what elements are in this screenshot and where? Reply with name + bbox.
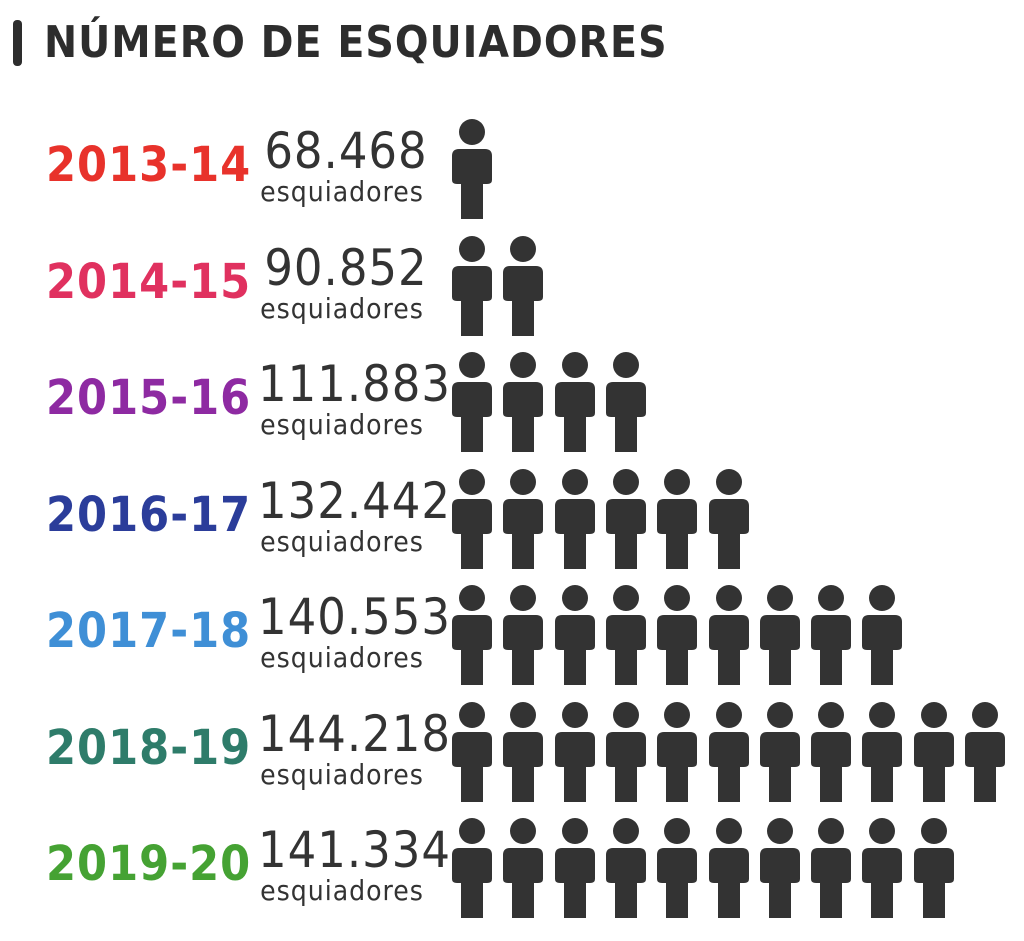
- skier-count-unit: esquiadores: [260, 291, 424, 325]
- skier-count-value: 90.852: [264, 238, 428, 297]
- person-icon: [709, 701, 749, 802]
- chart-row: 2016-17 132.442 esquiadores: [0, 463, 1024, 575]
- person-icon: [657, 818, 697, 918]
- person-icon: [452, 119, 492, 219]
- person-icon: [452, 468, 492, 569]
- season-label: 2017-18: [46, 603, 252, 659]
- person-icon: [503, 352, 543, 452]
- person-icon: [862, 585, 902, 685]
- person-icon: [555, 585, 595, 685]
- person-icon: [606, 468, 646, 569]
- chart-row: 2015-16 111.883 esquiadores: [0, 346, 1024, 458]
- person-icon: [503, 701, 543, 802]
- skier-count-unit: esquiadores: [260, 757, 424, 791]
- person-icon: [914, 701, 954, 802]
- season-label: 2015-16: [46, 370, 252, 426]
- season-label: 2019-20: [46, 836, 252, 892]
- season-label: 2013-14: [46, 137, 252, 193]
- person-icon: [452, 235, 492, 336]
- person-icon: [452, 585, 492, 685]
- skier-count-unit: esquiadores: [260, 874, 424, 907]
- chart-row: 2013-14 68.468 esquiadores: [0, 113, 1024, 225]
- person-icon: [760, 701, 800, 802]
- person-icon: [503, 585, 543, 685]
- person-icon: [657, 701, 697, 802]
- person-icon: [811, 818, 851, 918]
- chart-row: 2014-15 90.852 esquiadores: [0, 230, 1024, 342]
- skier-count-value: 132.442: [258, 471, 451, 530]
- skier-count-unit: esquiadores: [260, 175, 424, 208]
- person-icon: [811, 585, 851, 685]
- skier-count-value: 141.334: [258, 821, 451, 879]
- skier-count-unit: esquiadores: [260, 524, 424, 558]
- season-label: 2014-15: [46, 253, 252, 310]
- chart-row: 2018-19 144.218 esquiadores: [0, 696, 1024, 808]
- skier-count-value: 111.883: [258, 355, 451, 413]
- chart-row: 2017-18 140.553 esquiadores: [0, 579, 1024, 691]
- person-icon: [709, 468, 749, 569]
- person-icon: [503, 468, 543, 569]
- skier-count-value: 144.218: [258, 704, 451, 763]
- person-icon: [503, 818, 543, 918]
- skier-count-value: 68.468: [264, 122, 428, 180]
- person-icon: [606, 701, 646, 802]
- person-icon: [555, 701, 595, 802]
- person-icon: [555, 468, 595, 569]
- season-label: 2016-17: [46, 486, 252, 543]
- person-icon: [914, 818, 954, 918]
- person-icon: [452, 701, 492, 802]
- person-icon: [811, 701, 851, 802]
- person-icon: [606, 352, 646, 452]
- person-icon: [657, 585, 697, 685]
- person-icon: [965, 701, 1005, 802]
- person-icon: [555, 352, 595, 452]
- person-icon: [503, 235, 543, 336]
- person-icon: [657, 468, 697, 569]
- title-accent-bar: [13, 20, 22, 66]
- season-label: 2018-19: [46, 719, 252, 776]
- person-icon: [862, 701, 902, 802]
- chart-row: 2019-20 141.334 esquiadores: [0, 812, 1024, 924]
- person-icon: [606, 818, 646, 918]
- person-icon: [452, 818, 492, 918]
- person-icon: [606, 585, 646, 685]
- skier-count-unit: esquiadores: [260, 641, 424, 674]
- chart-title: NÚMERO DE ESQUIADORES: [44, 17, 668, 68]
- person-icon: [452, 352, 492, 452]
- person-icon: [862, 818, 902, 918]
- person-icon: [760, 818, 800, 918]
- person-icon: [709, 818, 749, 918]
- skier-count-value: 140.553: [258, 588, 451, 646]
- person-icon: [709, 585, 749, 685]
- skier-count-unit: esquiadores: [260, 408, 424, 441]
- person-icon: [760, 585, 800, 685]
- person-icon: [555, 818, 595, 918]
